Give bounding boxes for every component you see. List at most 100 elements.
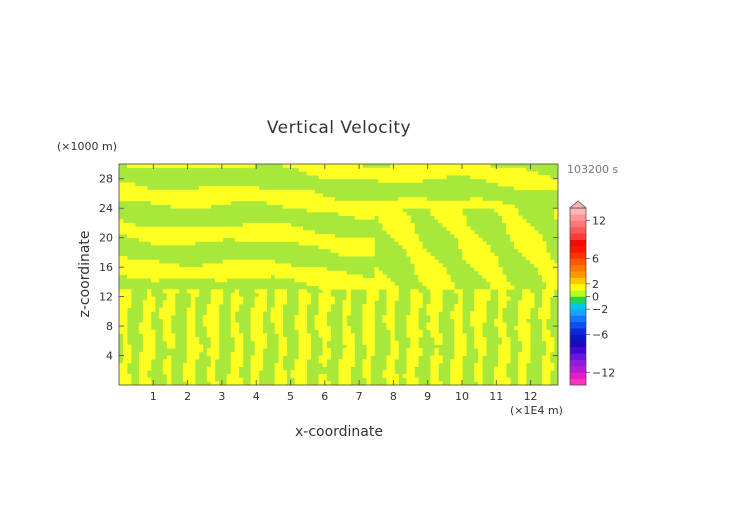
field-cell (366, 204, 371, 209)
field-cell (370, 340, 375, 345)
field-cell (450, 167, 455, 172)
field-cell (450, 171, 455, 176)
field-cell (478, 263, 483, 268)
field-cell (554, 182, 558, 187)
field-cell (370, 296, 375, 301)
field-cell (350, 340, 355, 345)
field-cell (522, 226, 527, 231)
field-cell (210, 300, 216, 305)
field-cell (182, 197, 188, 202)
field-cell (254, 222, 260, 228)
field-cell (318, 204, 323, 209)
field-cell (146, 267, 152, 272)
field-cell (138, 263, 144, 268)
field-cell (434, 362, 439, 367)
field-cell (322, 359, 327, 364)
field-cell (546, 263, 551, 268)
field-cell (490, 259, 495, 264)
field-cell (242, 233, 248, 239)
field-cell (390, 208, 395, 213)
field-cell (230, 366, 236, 371)
field-cell (230, 307, 236, 312)
field-cell (190, 318, 196, 323)
field-cell (530, 171, 535, 176)
field-cell (186, 189, 192, 194)
field-cell (254, 233, 260, 239)
field-cell (518, 311, 523, 316)
field-cell (294, 270, 299, 275)
field-cell (162, 237, 168, 242)
field-cell (234, 373, 240, 379)
field-cell (254, 329, 260, 334)
field-cell (398, 211, 403, 216)
field-cell (306, 270, 311, 275)
field-cell (406, 366, 411, 371)
field-cell (282, 197, 288, 202)
field-cell (382, 281, 387, 286)
field-cell (494, 259, 499, 264)
field-cell (274, 311, 280, 316)
field-cell (294, 233, 299, 239)
field-cell (458, 289, 463, 294)
field-cell (170, 333, 176, 338)
field-cell (454, 359, 459, 364)
field-cell (250, 233, 256, 239)
field-cell (238, 381, 244, 385)
field-cell (222, 278, 228, 283)
field-cell (338, 285, 343, 290)
field-cell (370, 307, 375, 312)
field-cell (430, 281, 435, 286)
field-cell (478, 329, 483, 334)
field-cell (458, 340, 463, 345)
field-cell (322, 274, 327, 279)
field-cell (302, 274, 307, 279)
field-cell (494, 256, 499, 261)
field-cell (486, 204, 491, 209)
field-cell (238, 237, 244, 242)
field-cell (246, 164, 252, 169)
field-cell (542, 267, 547, 272)
field-cell (238, 164, 244, 169)
field-cell (178, 237, 184, 242)
field-cell (122, 193, 128, 198)
field-cell (482, 348, 487, 353)
field-cell (434, 263, 439, 268)
field-cell (302, 311, 307, 316)
field-cell (282, 274, 288, 279)
field-cell (438, 355, 443, 360)
field-cell (230, 370, 236, 375)
field-cell (430, 326, 435, 331)
field-cell (162, 303, 168, 309)
field-cell (302, 373, 307, 379)
velocity-field (119, 164, 558, 385)
field-cell (298, 300, 303, 305)
field-cell (330, 204, 335, 209)
field-cell (254, 303, 260, 309)
x-tick-label: 8 (390, 390, 397, 403)
field-cell (426, 326, 431, 331)
field-cell (410, 230, 415, 235)
field-cell (550, 278, 555, 283)
field-cell (194, 344, 200, 349)
field-cell (366, 381, 371, 385)
field-cell (210, 307, 216, 312)
field-cell (214, 307, 220, 312)
field-cell (462, 344, 467, 349)
field-cell (542, 322, 547, 327)
field-cell (250, 226, 256, 231)
field-cell (478, 370, 483, 375)
field-cell (530, 300, 535, 305)
field-cell (306, 296, 311, 301)
field-cell (366, 318, 371, 323)
colorbar-tick-label: 0 (592, 291, 599, 304)
field-cell (322, 322, 327, 327)
field-cell (266, 193, 272, 198)
field-cell (238, 233, 244, 239)
field-cell (286, 164, 292, 169)
field-cell (162, 263, 168, 268)
field-cell (162, 322, 168, 327)
field-cell (454, 329, 459, 334)
field-cell (438, 164, 443, 169)
field-cell (126, 303, 132, 309)
field-cell (170, 300, 176, 305)
